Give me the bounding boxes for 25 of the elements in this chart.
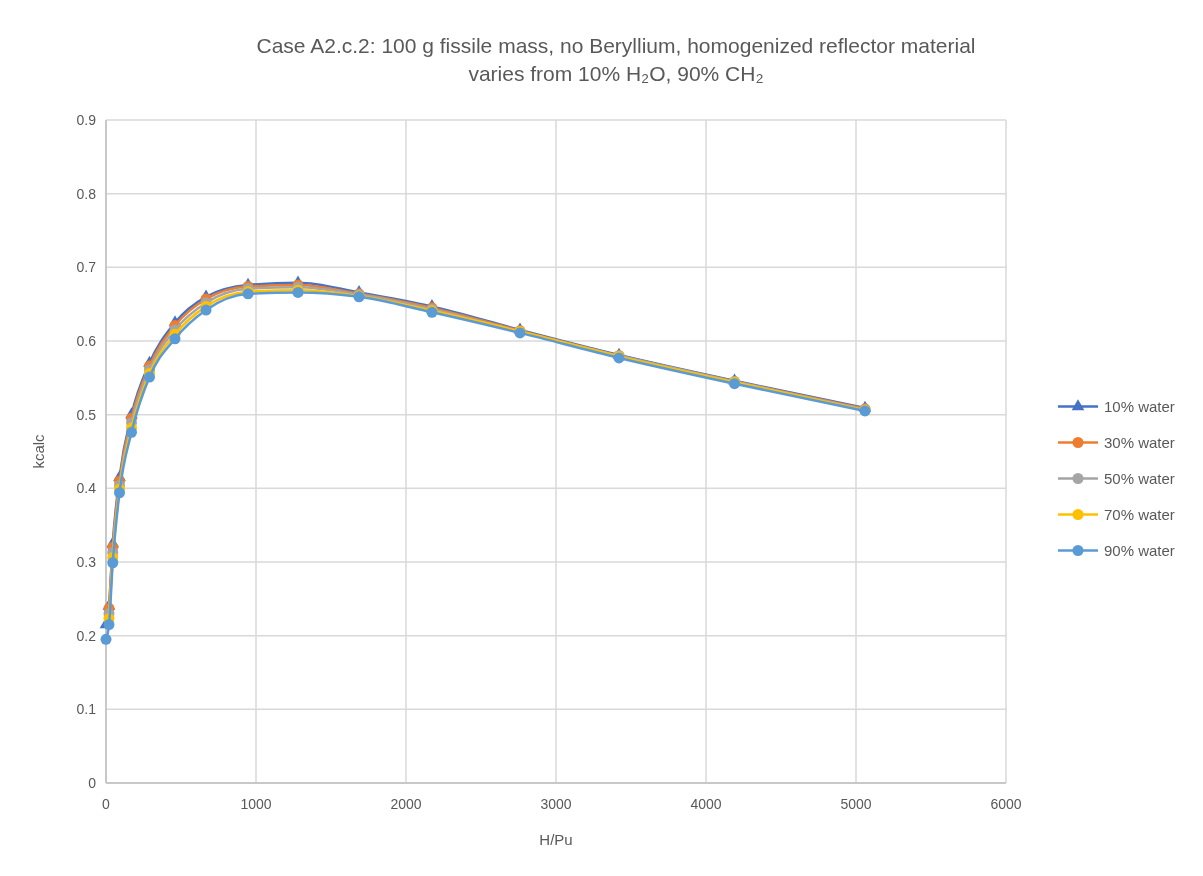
legend-label: 90% water xyxy=(1104,541,1175,559)
x-tick-label: 4000 xyxy=(690,796,722,812)
y-tick-label: 0.3 xyxy=(76,553,97,570)
legend-label: 50% water xyxy=(1104,469,1175,487)
y-tick-label: 0.4 xyxy=(76,480,97,497)
x-tick-label: 2000 xyxy=(390,796,422,812)
y-tick-label: 0 xyxy=(88,774,97,791)
y-tick-label: 0.8 xyxy=(76,185,97,202)
y-tick-label: 0.6 xyxy=(76,332,97,349)
y-tick-label: 0.7 xyxy=(76,259,97,276)
x-tick-label: 1000 xyxy=(240,796,272,812)
x-tick-label: 3000 xyxy=(540,796,572,812)
y-tick-label: 0.2 xyxy=(76,627,97,644)
x-axis-title: H/Pu xyxy=(539,831,573,848)
legend-label: 10% water xyxy=(1104,397,1175,415)
x-tick-label: 0 xyxy=(102,796,111,812)
y-tick-label: 0.9 xyxy=(76,111,97,128)
y-tick-label: 0.5 xyxy=(76,406,97,423)
x-tick-label: 5000 xyxy=(840,796,872,812)
legend-label: 30% water xyxy=(1104,433,1175,451)
x-tick-label: 6000 xyxy=(990,796,1022,812)
chart-title: Case A2.c.2: 100 g fissile mass, no Beryllium, homogenized reflector material varies from 10% H₂O, 90% CH₂ xyxy=(256,34,976,85)
legend-label: 70% water xyxy=(1104,505,1175,523)
y-axis-title: kcalc xyxy=(30,433,47,469)
y-tick-label: 0.1 xyxy=(76,701,97,718)
